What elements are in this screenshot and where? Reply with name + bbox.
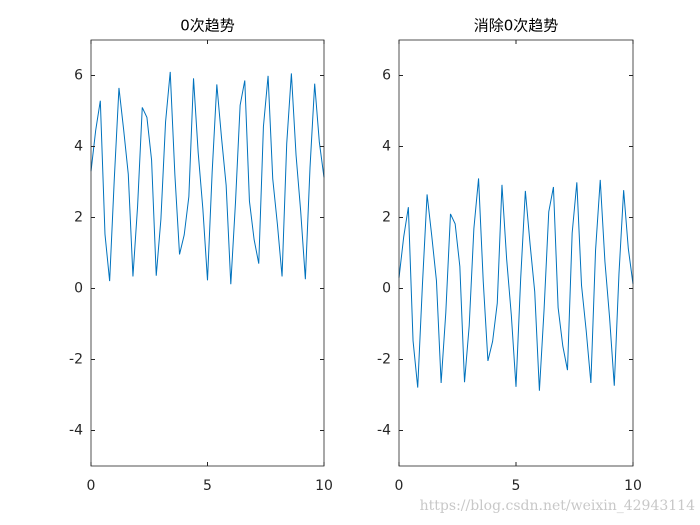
data-line xyxy=(90,71,325,285)
y-tick-label: 4 xyxy=(74,139,83,155)
x-tick-label: 0 xyxy=(395,478,404,494)
y-tick-label: -4 xyxy=(69,423,83,439)
x-tick-label: 10 xyxy=(624,478,642,494)
x-tick-label: 0 xyxy=(87,478,96,494)
y-tick-label: -2 xyxy=(377,352,391,368)
watermark: https://blog.csdn.net/weixin_42943114 xyxy=(420,498,695,514)
y-tick-label: 2 xyxy=(382,210,391,226)
x-tick-label: 5 xyxy=(512,478,521,494)
chart-title: 0次趋势 xyxy=(180,17,235,35)
axes-background xyxy=(91,40,324,466)
data-line xyxy=(398,178,634,391)
y-tick-label: 4 xyxy=(382,139,391,155)
x-tick-label: 5 xyxy=(203,478,212,494)
y-tick-label: -4 xyxy=(377,423,391,439)
axes-background xyxy=(399,40,633,466)
y-tick-label: 6 xyxy=(74,68,83,84)
y-tick-label: 6 xyxy=(382,68,391,84)
y-tick-label: -2 xyxy=(69,352,83,368)
x-tick-label: 10 xyxy=(315,478,333,494)
y-tick-label: 0 xyxy=(74,281,83,297)
y-tick-label: 2 xyxy=(74,210,83,226)
y-tick-label: 0 xyxy=(382,281,391,297)
chart-title: 消除0次趋势 xyxy=(474,17,559,35)
